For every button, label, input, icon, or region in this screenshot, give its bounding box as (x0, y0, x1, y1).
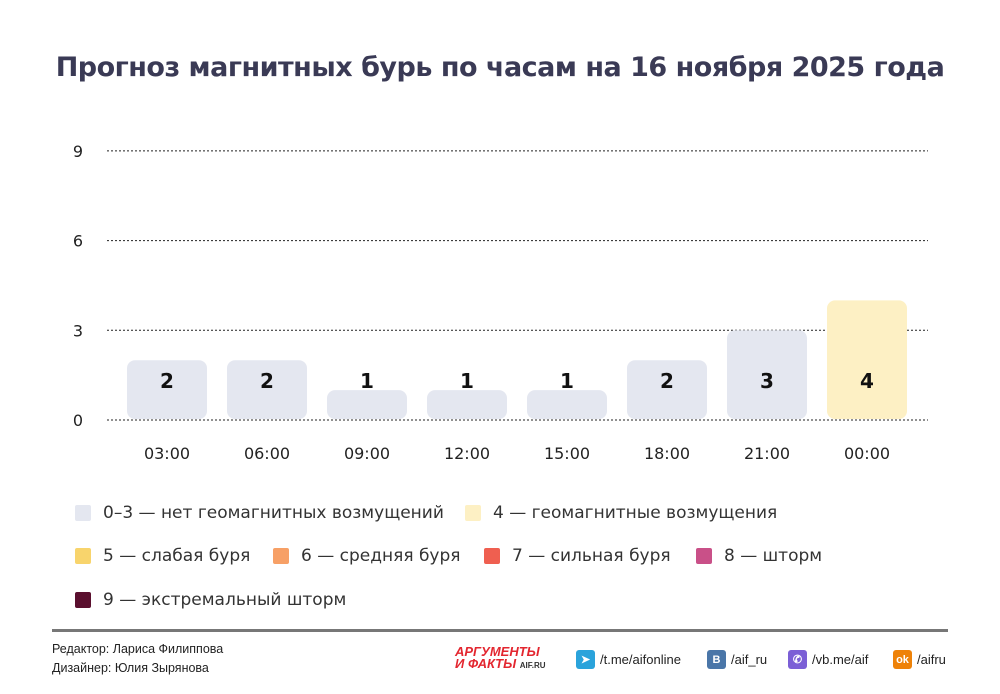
telegram-icon: ➤ (576, 650, 595, 669)
y-tick-label: 9 (73, 142, 83, 161)
legend-item-6: 6 — средняя буря (273, 546, 461, 566)
bar (127, 360, 207, 419)
legend-swatch (273, 548, 289, 564)
x-tick-label: 12:00 (444, 444, 490, 463)
odnoklassniki-icon: ok (893, 650, 912, 669)
data-label: 1 (460, 369, 474, 393)
viber-link[interactable]: ✆ /vb.me/aif (788, 650, 868, 669)
legend-label: 5 — слабая буря (103, 546, 251, 566)
data-label: 1 (560, 369, 574, 393)
bar (827, 300, 907, 419)
bar (427, 390, 507, 419)
x-tick-label: 00:00 (844, 444, 890, 463)
legend-label: 8 — шторм (724, 546, 823, 566)
legend-item-9: 9 — экстремальный шторм (75, 590, 346, 610)
viber-label: /vb.me/aif (812, 652, 869, 667)
bar-chart: 0 3 6 9 2 03:00 2 06:00 1 09:00 1 12:00 1 15:00 2 18:00… (73, 142, 928, 463)
legend-label: 0–3 — нет геомагнитных возмущений (103, 503, 444, 523)
data-label: 1 (360, 369, 374, 393)
legend-swatch (465, 505, 481, 521)
data-label: 2 (260, 369, 274, 393)
editor-credit: Редактор: Лариса Филиппова (52, 642, 224, 656)
legend-label: 4 — геомагнитные возмущения (493, 503, 778, 523)
legend-label: 6 — средняя буря (301, 546, 461, 566)
data-label: 2 (160, 369, 174, 393)
chart-title: Прогноз магнитных бурь по часам на 16 но… (55, 52, 945, 83)
designer-credit: Дизайнер: Юлия Зырянова (52, 661, 209, 675)
legend-item-5: 5 — слабая буря (75, 546, 250, 566)
data-label: 3 (760, 369, 774, 393)
y-tick-label: 6 (73, 232, 83, 251)
legend-item-4: 4 — геомагнитные возмущения (465, 503, 777, 523)
legend-item-7: 7 — сильная буря (484, 546, 671, 566)
telegram-link[interactable]: ➤ /t.me/aifonline (576, 650, 681, 669)
x-tick-label: 03:00 (144, 444, 190, 463)
legend-swatch (696, 548, 712, 564)
legend-label: 7 — сильная буря (512, 546, 671, 566)
bar (727, 330, 807, 419)
ok-link[interactable]: ok/aifru (893, 650, 946, 669)
legend-swatch (75, 548, 91, 564)
x-tick-label: 21:00 (744, 444, 790, 463)
y-tick-label: 0 (73, 411, 83, 430)
vk-label: /aif_ru (731, 652, 768, 667)
x-tick-label: 15:00 (544, 444, 590, 463)
footer-divider (52, 629, 948, 632)
x-tick-label: 06:00 (244, 444, 290, 463)
legend-item-8: 8 — шторм (696, 546, 822, 566)
data-label: 2 (660, 369, 674, 393)
vk-icon: B (707, 650, 726, 669)
bar (227, 360, 307, 419)
data-label: 4 (860, 369, 874, 393)
legend-swatch (75, 505, 91, 521)
vk-link[interactable]: B/aif_ru (707, 650, 767, 669)
viber-icon: ✆ (788, 650, 807, 669)
legend-swatch (484, 548, 500, 564)
bar (327, 390, 407, 419)
y-tick-label: 3 (73, 321, 83, 340)
bar (627, 360, 707, 419)
telegram-label: /t.me/aifonline (600, 652, 681, 667)
x-tick-label: 18:00 (644, 444, 690, 463)
aif-logo: АРГУМЕНТЫ И ФАКТЫ AIF.RU (455, 644, 546, 671)
ok-label: /aifru (917, 652, 946, 667)
legend-item-0-3: 0–3 — нет геомагнитных возмущений (75, 503, 444, 523)
legend-swatch (75, 592, 91, 608)
bar (527, 390, 607, 419)
legend-label: 9 — экстремальный шторм (103, 590, 347, 610)
x-tick-label: 09:00 (344, 444, 390, 463)
